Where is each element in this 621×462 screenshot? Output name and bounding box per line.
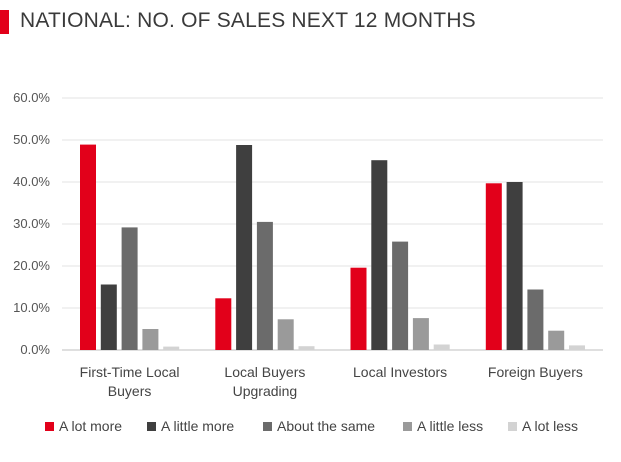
legend-label: A lot more [59, 418, 123, 434]
bar [256, 221, 273, 350]
y-axis-ticks: 0.0% 10.0% 20.0% 30.0% 40.0% 50.0% 60.0% [13, 90, 50, 357]
legend-swatch [508, 421, 517, 431]
bar [236, 145, 253, 350]
legend-item: About the same [263, 418, 375, 434]
y-tick-label: 20.0% [13, 258, 50, 273]
legend-label: A lot less [522, 418, 579, 434]
category-label: First-Time Local Buyers [80, 364, 180, 399]
legend-item: A lot less [508, 418, 578, 434]
chart-title: NATIONAL: NO. OF SALES NEXT 12 MONTHS [20, 9, 476, 32]
legend-item: A lot more [45, 418, 122, 434]
legend-label: A little more [161, 418, 235, 434]
bar [215, 298, 232, 350]
y-tick-label: 30.0% [13, 216, 50, 231]
category-labels: First-Time Local Buyers Local Buyers Upgrad… [80, 364, 583, 399]
legend-label: A little less [417, 418, 484, 434]
category-label: Foreign Buyers [488, 364, 583, 380]
y-tick-label: 50.0% [13, 132, 50, 147]
bar [412, 318, 429, 350]
legend-swatch [263, 421, 272, 431]
bar [392, 241, 409, 350]
legend-item: A little less [403, 418, 483, 434]
legend-swatch [147, 421, 156, 431]
y-tick-label: 60.0% [13, 90, 50, 105]
bar [277, 319, 294, 350]
bar [371, 160, 388, 350]
category-label: Local Investors [353, 364, 447, 380]
bars [80, 144, 585, 350]
legend-label: About the same [277, 418, 376, 434]
bar [142, 329, 159, 350]
bar [485, 183, 502, 350]
bar [121, 227, 138, 350]
y-tick-label: 40.0% [13, 174, 50, 189]
bar [548, 330, 565, 350]
y-tick-label: 10.0% [13, 300, 50, 315]
legend-swatch [45, 421, 54, 431]
bar [80, 144, 96, 350]
legend-item: A little more [147, 418, 234, 434]
legend: A lot more A little more About the same A l… [0, 418, 621, 440]
bar [506, 182, 523, 350]
title-accent-bar [0, 10, 9, 34]
bar-chart: 0.0% 10.0% 20.0% 30.0% 40.0% 50.0% 60.0% First… [13, 90, 603, 399]
legend-swatch [403, 421, 412, 431]
y-tick-label: 0.0% [20, 342, 50, 357]
bar [350, 267, 367, 350]
bar [100, 284, 117, 350]
bar [298, 346, 315, 350]
bar [163, 346, 180, 350]
bar [433, 344, 450, 350]
category-label: Local Buyers Upgrading [224, 364, 305, 399]
bar [569, 345, 585, 350]
bar [527, 289, 544, 350]
